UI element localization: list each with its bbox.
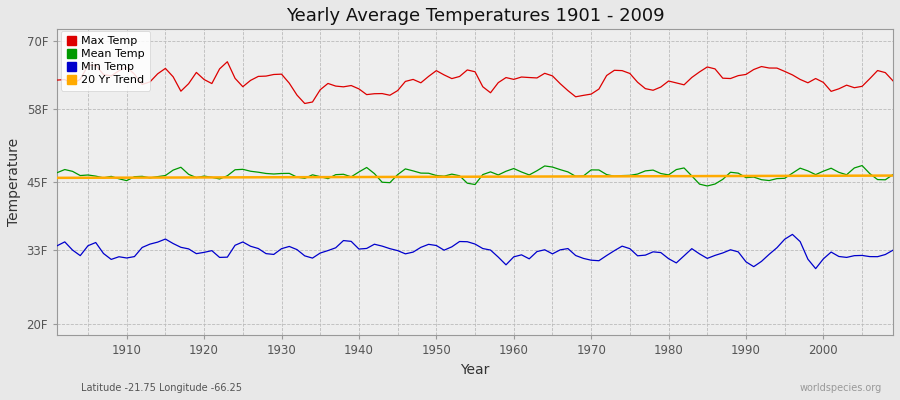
Text: worldspecies.org: worldspecies.org: [800, 383, 882, 393]
X-axis label: Year: Year: [461, 363, 490, 377]
Text: Latitude -21.75 Longitude -66.25: Latitude -21.75 Longitude -66.25: [81, 383, 242, 393]
Title: Yearly Average Temperatures 1901 - 2009: Yearly Average Temperatures 1901 - 2009: [285, 7, 664, 25]
Legend: Max Temp, Mean Temp, Min Temp, 20 Yr Trend: Max Temp, Mean Temp, Min Temp, 20 Yr Tre…: [61, 31, 150, 91]
Y-axis label: Temperature: Temperature: [7, 138, 21, 226]
